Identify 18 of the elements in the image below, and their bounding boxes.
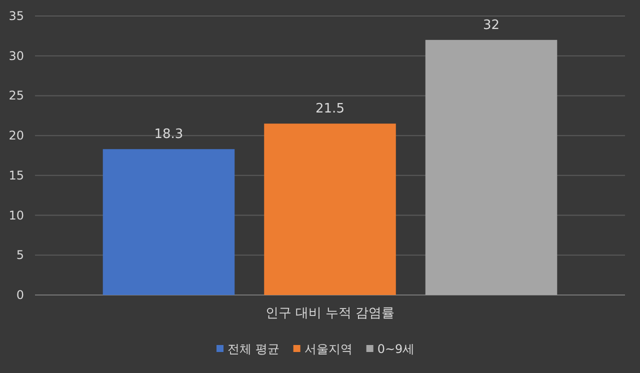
y-tick-label: 5 xyxy=(16,248,24,262)
y-tick-label: 10 xyxy=(8,208,24,222)
legend-label: 0~9세 xyxy=(377,342,415,356)
bar xyxy=(425,40,558,295)
bar xyxy=(102,149,235,295)
legend-label: 서울지역 xyxy=(304,342,352,356)
data-label: 21.5 xyxy=(316,102,344,117)
data-label: 18.3 xyxy=(154,127,184,142)
y-tick-label: 35 xyxy=(8,9,24,23)
data-label: 32 xyxy=(482,18,500,33)
y-tick-label: 25 xyxy=(8,88,24,103)
legend-label: 전체 평균 xyxy=(228,342,280,356)
y-tick-label: 30 xyxy=(8,48,24,63)
y-tick-label: 0 xyxy=(16,288,24,302)
x-tick-label: 인구 대비 누적 감염률 xyxy=(265,306,395,321)
bar xyxy=(264,124,396,295)
y-tick-label: 15 xyxy=(8,168,24,182)
y-tick-label: 20 xyxy=(8,128,24,143)
